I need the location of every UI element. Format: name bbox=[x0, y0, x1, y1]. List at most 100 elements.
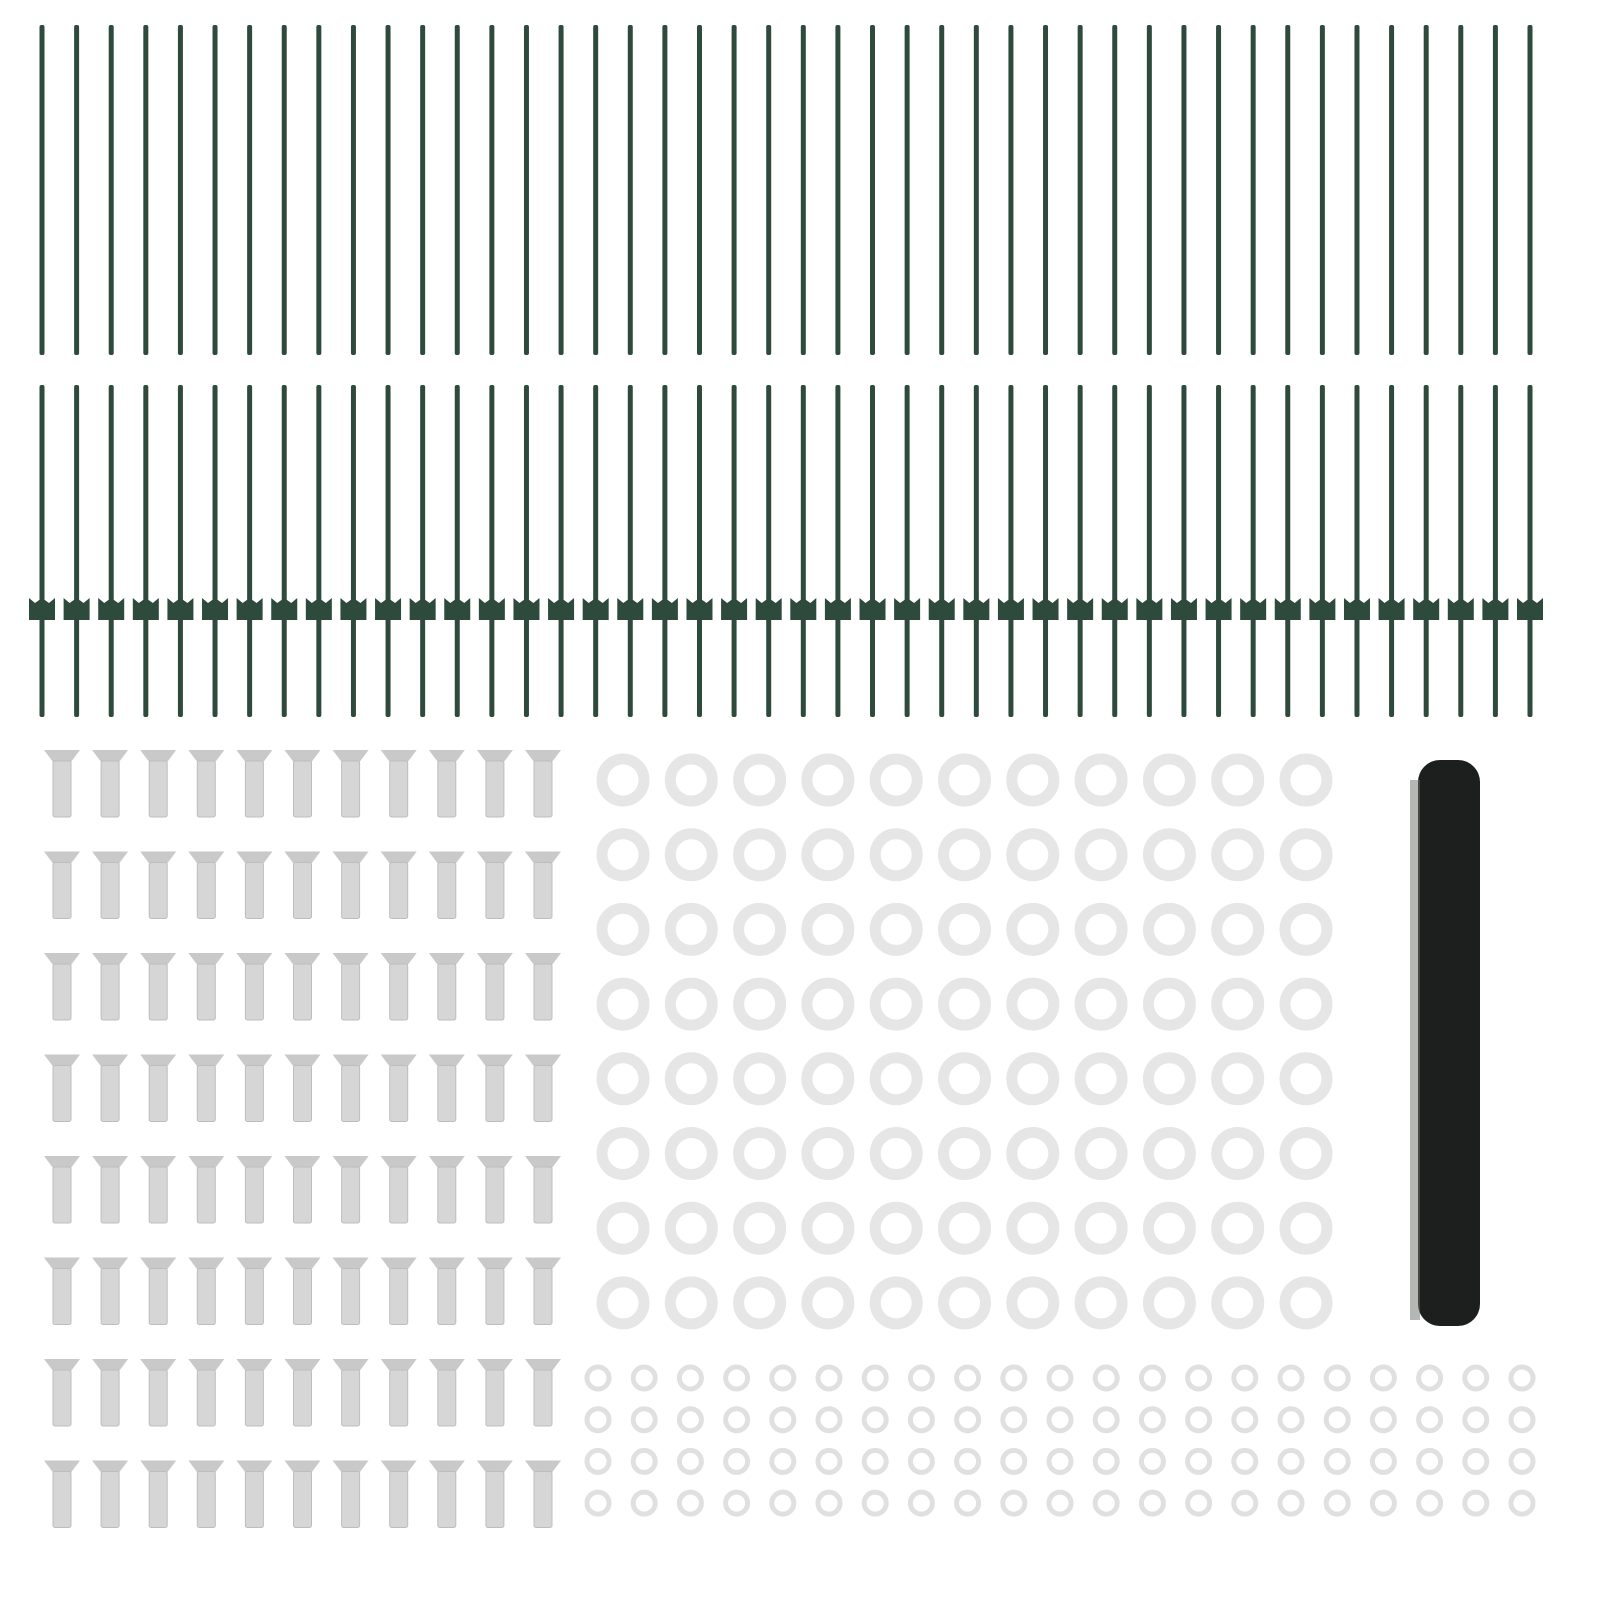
screw bbox=[525, 1257, 561, 1325]
fence-post bbox=[904, 385, 910, 717]
screw-head bbox=[92, 1257, 129, 1270]
screw-shank bbox=[293, 1471, 312, 1528]
screw-shank bbox=[485, 1065, 505, 1122]
fence-post-with-clip bbox=[513, 385, 540, 717]
small-washer bbox=[1369, 1364, 1397, 1392]
screw-shank bbox=[148, 1268, 168, 1325]
large-washer bbox=[1211, 902, 1265, 956]
fence-post bbox=[800, 385, 806, 717]
large-washer bbox=[664, 902, 718, 956]
screw-head bbox=[380, 851, 417, 864]
fence-post-with-clip bbox=[1240, 385, 1267, 717]
screw-head bbox=[380, 1460, 417, 1473]
screw-shank bbox=[293, 1268, 312, 1325]
screw bbox=[92, 750, 129, 818]
screw-head bbox=[236, 1359, 273, 1371]
post-clip bbox=[202, 598, 229, 620]
screw-head bbox=[332, 1156, 369, 1168]
small-washer bbox=[723, 1447, 751, 1475]
screw-shank bbox=[196, 1065, 216, 1122]
screw-shank bbox=[389, 1268, 409, 1325]
fence-post bbox=[316, 25, 322, 355]
post-clip bbox=[548, 598, 575, 620]
screw-head bbox=[284, 1460, 321, 1473]
screw-shank bbox=[148, 1369, 168, 1427]
post-clip bbox=[582, 598, 609, 620]
fence-post bbox=[1216, 25, 1222, 355]
fence-post bbox=[731, 25, 737, 355]
screw-shank bbox=[52, 1166, 72, 1224]
large-washer bbox=[1211, 1052, 1265, 1106]
screw-shank bbox=[244, 963, 264, 1021]
screw-head bbox=[188, 1257, 225, 1270]
fence-post bbox=[904, 25, 910, 355]
large-washer bbox=[733, 977, 787, 1031]
fence-post bbox=[835, 385, 841, 717]
large-washer bbox=[869, 1201, 923, 1255]
large-washer bbox=[869, 828, 923, 882]
screw-shank bbox=[485, 1471, 505, 1528]
screw bbox=[284, 750, 321, 818]
post-clip bbox=[824, 598, 851, 620]
small-washer bbox=[1323, 1447, 1351, 1475]
fence-post bbox=[1043, 385, 1049, 717]
screw bbox=[140, 1054, 177, 1122]
fence-post bbox=[212, 25, 218, 355]
screw-head bbox=[332, 1257, 369, 1270]
small-washer bbox=[1277, 1364, 1305, 1392]
screw-head bbox=[525, 1460, 561, 1473]
small-washer bbox=[769, 1447, 797, 1475]
wire-roll-edge bbox=[1410, 780, 1420, 1320]
small-washer bbox=[676, 1489, 704, 1517]
small-washer bbox=[630, 1364, 658, 1392]
screw-head bbox=[92, 1054, 129, 1067]
fence-post-with-clip bbox=[755, 385, 782, 717]
small-washer bbox=[723, 1406, 751, 1434]
fence-post-with-clip bbox=[305, 385, 332, 717]
screw-head bbox=[140, 750, 177, 762]
fence-post bbox=[1389, 385, 1395, 717]
screw-shank bbox=[244, 862, 264, 919]
large-washer bbox=[596, 753, 650, 807]
fence-post bbox=[558, 385, 564, 717]
fence-post bbox=[1458, 25, 1464, 355]
screw bbox=[525, 1460, 561, 1528]
screw bbox=[476, 1156, 513, 1224]
small-washer bbox=[584, 1447, 612, 1475]
screw bbox=[188, 1460, 225, 1528]
small-washer bbox=[907, 1489, 935, 1517]
screw bbox=[140, 953, 177, 1021]
screw bbox=[428, 1156, 465, 1224]
post-clip bbox=[1447, 598, 1474, 620]
screw bbox=[236, 953, 273, 1021]
screw-head bbox=[92, 1359, 129, 1371]
fence-post bbox=[385, 385, 391, 717]
large-washer bbox=[938, 1276, 991, 1330]
large-washer bbox=[733, 753, 787, 807]
screw bbox=[428, 851, 465, 919]
post-clip bbox=[1240, 598, 1267, 620]
screw-shank bbox=[485, 862, 505, 919]
fence-post bbox=[1077, 25, 1083, 355]
screw-shank bbox=[100, 1065, 120, 1122]
fence-post bbox=[454, 25, 460, 355]
screw bbox=[44, 1054, 80, 1122]
fence-post-with-clip bbox=[29, 385, 55, 717]
large-washer bbox=[1074, 902, 1128, 956]
small-washer bbox=[1231, 1489, 1259, 1517]
large-washer bbox=[938, 902, 991, 956]
screw-shank bbox=[196, 1268, 216, 1325]
fence-post bbox=[108, 385, 114, 717]
fence-post-with-clip bbox=[859, 385, 886, 717]
fence-post bbox=[939, 385, 945, 717]
screw bbox=[44, 1257, 80, 1325]
screw-head bbox=[236, 750, 273, 762]
fence-post bbox=[39, 385, 45, 717]
post-clip bbox=[167, 598, 194, 620]
small-washer bbox=[1462, 1406, 1490, 1434]
small-washer bbox=[815, 1489, 843, 1517]
screw-head bbox=[140, 1359, 177, 1371]
screw-shank bbox=[389, 963, 409, 1021]
screw-shank bbox=[533, 963, 553, 1021]
large-washer bbox=[1074, 828, 1128, 882]
